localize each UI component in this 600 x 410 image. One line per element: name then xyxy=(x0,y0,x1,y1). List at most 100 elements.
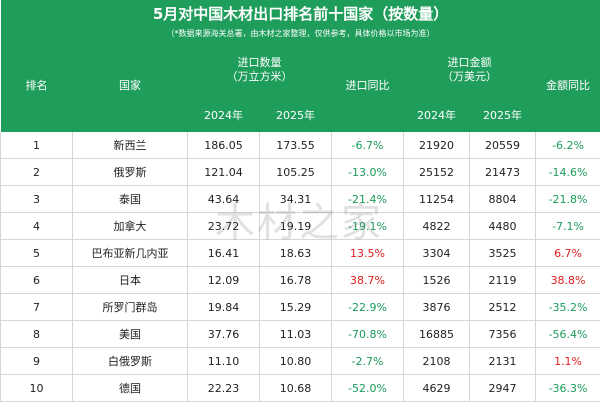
cell-qyoy: -6.7% xyxy=(331,132,404,159)
cell-country: 巴布亚新几内亚 xyxy=(72,239,188,267)
cell-a2024: 25152 xyxy=(403,158,470,186)
table-row: 7 所罗门群岛 19.84 15.29 -22.9% 3876 2512 -35.2% xyxy=(0,293,600,321)
header-qty-2024: 2024年 xyxy=(187,100,260,132)
header-amt-yoy: 金额同比 xyxy=(535,40,600,132)
header-rank: 排名 xyxy=(0,40,73,132)
cell-a2024: 4629 xyxy=(403,374,470,402)
cell-a2024: 3304 xyxy=(403,239,470,267)
table-row: 3 泰国 43.64 34.31 -21.4% 11254 8804 -21.8% xyxy=(0,185,600,213)
cell-a2025: 7356 xyxy=(469,320,536,348)
table-row: 9 白俄罗斯 11.10 10.80 -2.7% 2108 2131 1.1% xyxy=(0,347,600,375)
table-row: 6 日本 12.09 16.78 38.7% 1526 2119 38.8% xyxy=(0,266,600,294)
cell-country: 美国 xyxy=(72,320,188,348)
cell-q2025: 105.25 xyxy=(259,158,332,186)
cell-q2025: 173.55 xyxy=(259,132,332,159)
table-row: 8 美国 37.76 11.03 -70.8% 16885 7356 -56.4% xyxy=(0,320,600,348)
cell-rank: 4 xyxy=(0,212,73,240)
cell-rank: 8 xyxy=(0,320,73,348)
header-import-qty-unit: （万立方米） xyxy=(226,70,293,83)
cell-country: 加拿大 xyxy=(72,212,188,240)
cell-q2024: 11.10 xyxy=(187,347,260,375)
cell-a2025: 20559 xyxy=(469,132,536,159)
cell-q2025: 15.29 xyxy=(259,293,332,321)
header-import-qty: 进口数量 （万立方米） xyxy=(187,40,332,100)
cell-qyoy: 38.7% xyxy=(331,266,404,294)
cell-ayoy: -56.4% xyxy=(534,320,600,348)
cell-ayoy: 38.8% xyxy=(534,266,600,294)
cell-rank: 5 xyxy=(0,239,73,267)
table-body: 1 新西兰 186.05 173.55 -6.7% 21920 20559 -6.2% 2 俄罗斯… xyxy=(0,132,600,402)
source-note: （*数据来源海关总署，由木材之家整理，仅供参考，具体价格以市场为准） xyxy=(0,26,600,40)
cell-a2024: 1526 xyxy=(403,266,470,294)
cell-ayoy: -35.2% xyxy=(534,293,600,321)
cell-a2024: 16885 xyxy=(403,320,470,348)
cell-a2025: 4480 xyxy=(469,212,536,240)
cell-qyoy: -2.7% xyxy=(331,347,404,375)
header-qty-2025: 2025年 xyxy=(259,100,332,132)
cell-rank: 6 xyxy=(0,266,73,294)
header-amt-2024: 2024年 xyxy=(403,100,470,132)
cell-q2024: 19.84 xyxy=(187,293,260,321)
cell-ayoy: -6.2% xyxy=(534,132,600,159)
cell-country: 俄罗斯 xyxy=(72,158,188,186)
cell-q2025: 10.68 xyxy=(259,374,332,402)
cell-country: 新西兰 xyxy=(72,132,188,159)
cell-q2025: 16.78 xyxy=(259,266,332,294)
header-import-qty-label: 进口数量 xyxy=(237,56,282,69)
cell-qyoy: -19.1% xyxy=(331,212,404,240)
table-row: 5 巴布亚新几内亚 16.41 18.63 13.5% 3304 3525 6.7% xyxy=(0,239,600,267)
cell-a2025: 2512 xyxy=(469,293,536,321)
table-row: 2 俄罗斯 121.04 105.25 -13.0% 25152 21473 -14.6% xyxy=(0,158,600,186)
cell-ayoy: -36.3% xyxy=(534,374,600,402)
cell-q2024: 23.72 xyxy=(187,212,260,240)
cell-country: 日本 xyxy=(72,266,188,294)
cell-ayoy: 6.7% xyxy=(534,239,600,267)
cell-qyoy: 13.5% xyxy=(331,239,404,267)
table-title: 5月对中国木材出口排名前十国家（按数量） xyxy=(0,0,600,26)
cell-q2025: 10.80 xyxy=(259,347,332,375)
cell-a2025: 21473 xyxy=(469,158,536,186)
cell-a2025: 3525 xyxy=(469,239,536,267)
cell-ayoy: -14.6% xyxy=(534,158,600,186)
cell-a2024: 4822 xyxy=(403,212,470,240)
cell-a2024: 3876 xyxy=(403,293,470,321)
cell-country: 白俄罗斯 xyxy=(72,347,188,375)
cell-q2025: 19.19 xyxy=(259,212,332,240)
cell-qyoy: -22.9% xyxy=(331,293,404,321)
cell-rank: 3 xyxy=(0,185,73,213)
cell-q2025: 34.31 xyxy=(259,185,332,213)
cell-a2025: 2119 xyxy=(469,266,536,294)
cell-q2025: 11.03 xyxy=(259,320,332,348)
cell-rank: 1 xyxy=(0,132,73,159)
cell-q2024: 43.64 xyxy=(187,185,260,213)
cell-country: 德国 xyxy=(72,374,188,402)
header-import-amt: 进口金额 （万美元） xyxy=(403,40,536,100)
cell-q2024: 12.09 xyxy=(187,266,260,294)
cell-a2024: 21920 xyxy=(403,132,470,159)
header-qty-yoy: 进口同比 xyxy=(331,40,404,132)
cell-a2024: 2108 xyxy=(403,347,470,375)
cell-ayoy: 1.1% xyxy=(534,347,600,375)
cell-q2024: 16.41 xyxy=(187,239,260,267)
cell-a2025: 8804 xyxy=(469,185,536,213)
cell-q2024: 37.76 xyxy=(187,320,260,348)
cell-a2025: 2947 xyxy=(469,374,536,402)
cell-q2024: 186.05 xyxy=(187,132,260,159)
table-row: 10 德国 22.23 10.68 -52.0% 4629 2947 -36.3% xyxy=(0,374,600,402)
table-row: 4 加拿大 23.72 19.19 -19.1% 4822 4480 -7.1% xyxy=(0,212,600,240)
cell-q2025: 18.63 xyxy=(259,239,332,267)
cell-rank: 2 xyxy=(0,158,73,186)
cell-rank: 7 xyxy=(0,293,73,321)
cell-rank: 9 xyxy=(0,347,73,375)
cell-qyoy: -13.0% xyxy=(331,158,404,186)
header-amt-2025: 2025年 xyxy=(469,100,536,132)
header-import-amt-unit: （万美元） xyxy=(442,70,497,83)
cell-a2024: 11254 xyxy=(403,185,470,213)
cell-country: 所罗门群岛 xyxy=(72,293,188,321)
cell-qyoy: -70.8% xyxy=(331,320,404,348)
cell-ayoy: -7.1% xyxy=(534,212,600,240)
cell-ayoy: -21.8% xyxy=(534,185,600,213)
cell-qyoy: -21.4% xyxy=(331,185,404,213)
cell-q2024: 121.04 xyxy=(187,158,260,186)
